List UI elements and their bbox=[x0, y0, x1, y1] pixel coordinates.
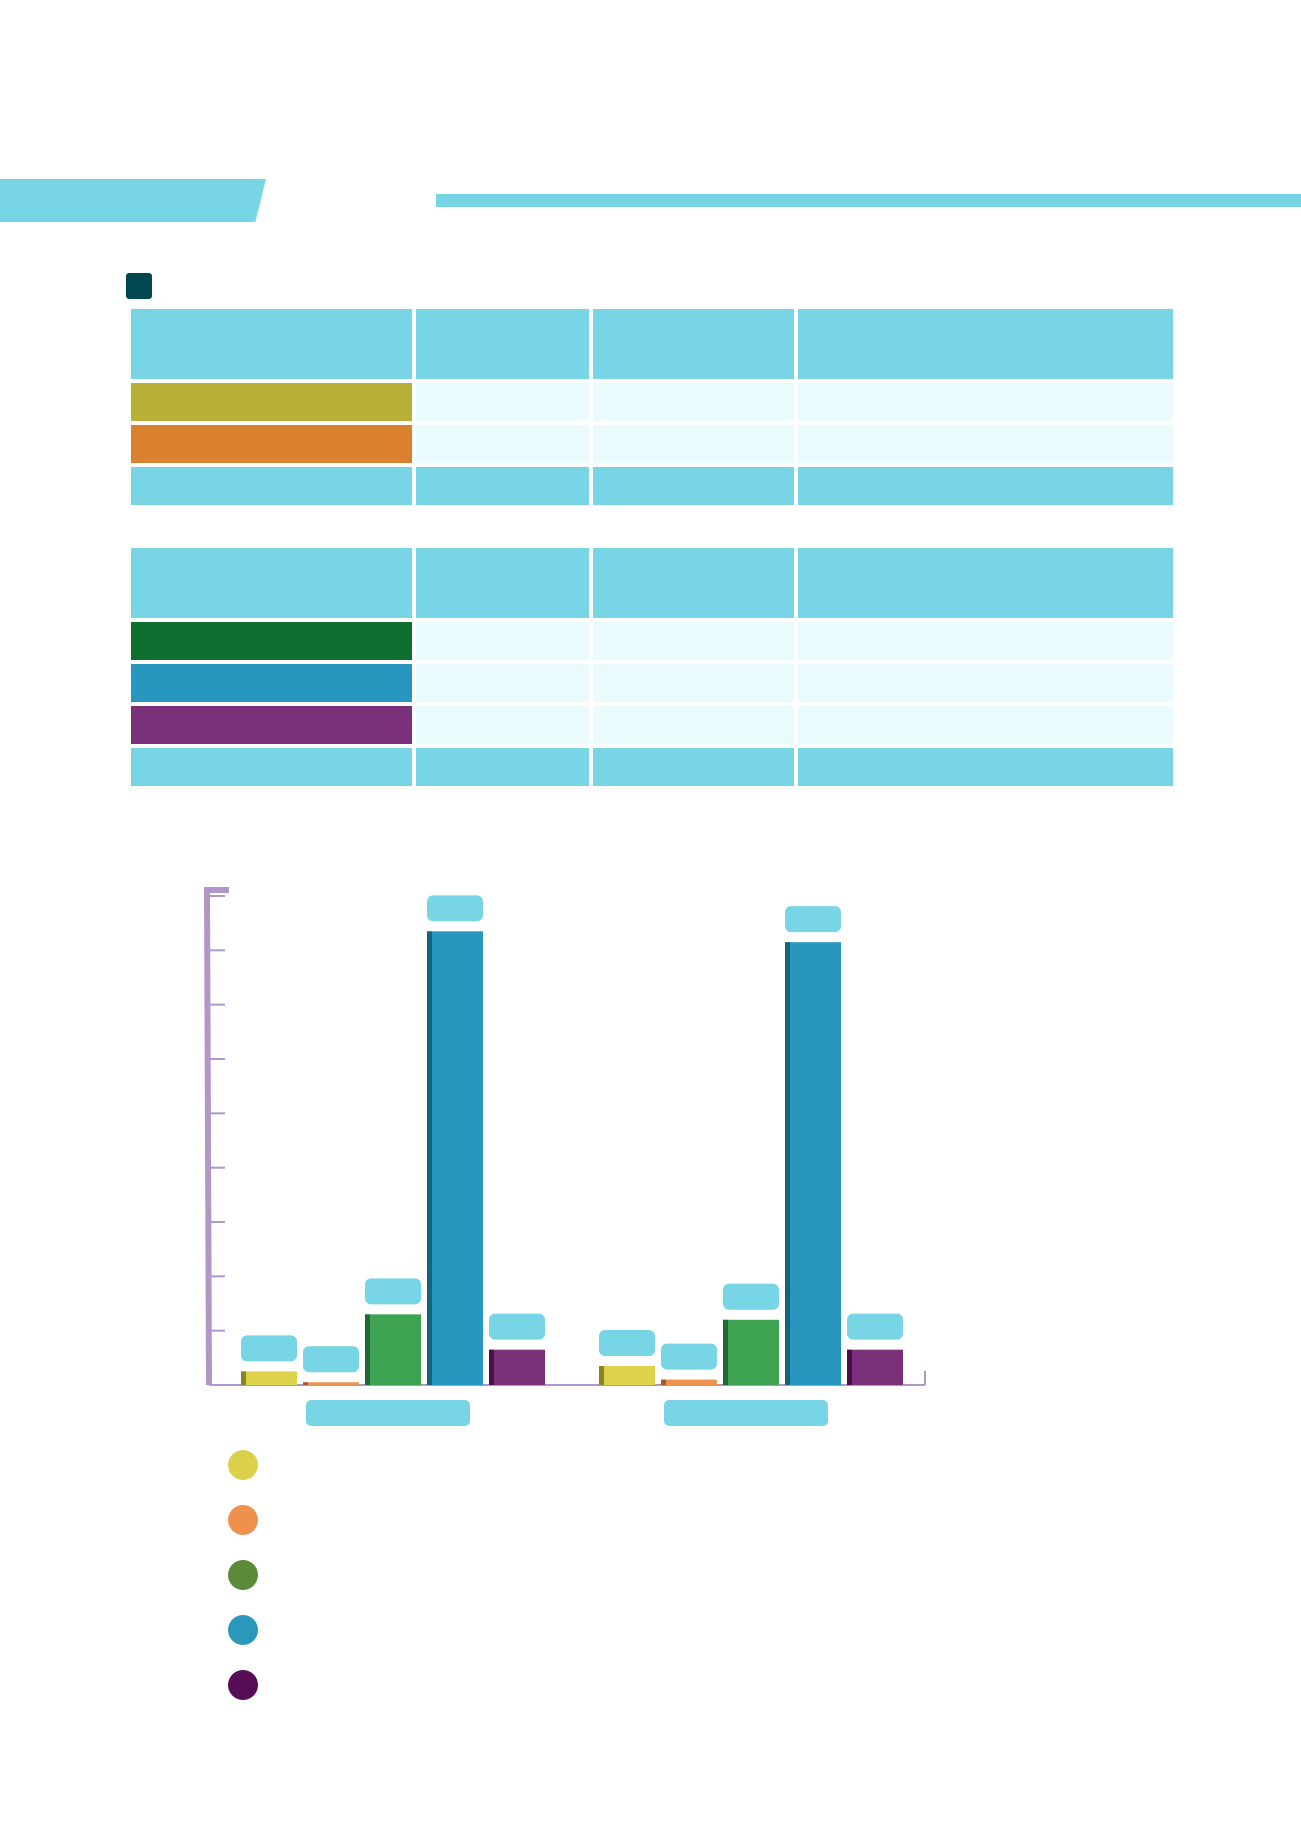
bar-shadow bbox=[723, 1319, 728, 1385]
y-axis bbox=[203, 887, 229, 1386]
data-label-badge bbox=[365, 1278, 421, 1305]
summary-table-1 bbox=[127, 305, 1177, 509]
bar-shadow bbox=[241, 1371, 246, 1385]
total-cell bbox=[416, 467, 589, 505]
table-cell bbox=[593, 383, 794, 421]
table-cell bbox=[798, 706, 1173, 744]
table-total-row bbox=[131, 467, 1173, 505]
data-label-badge bbox=[661, 1343, 717, 1370]
table-cell bbox=[416, 706, 589, 744]
table-header-cell bbox=[798, 309, 1173, 379]
table-cell bbox=[593, 622, 794, 660]
bar-shadow bbox=[303, 1382, 308, 1385]
table-header-cell bbox=[593, 548, 794, 618]
bar-shadow bbox=[489, 1349, 494, 1385]
total-cell bbox=[131, 748, 412, 786]
summary-table-2 bbox=[127, 544, 1177, 790]
section-header-rule bbox=[436, 194, 1301, 207]
table-cell bbox=[798, 425, 1173, 463]
legend-swatch bbox=[228, 1670, 258, 1700]
table-cell bbox=[416, 622, 589, 660]
table-cell bbox=[593, 664, 794, 702]
row-label-cell bbox=[131, 706, 412, 744]
section-marker-icon bbox=[126, 273, 152, 299]
bar bbox=[785, 942, 841, 1385]
category-label-badge bbox=[306, 1400, 470, 1426]
total-cell bbox=[416, 748, 589, 786]
table-header-cell bbox=[798, 548, 1173, 618]
bar bbox=[427, 931, 483, 1385]
bar-shadow bbox=[599, 1365, 604, 1385]
table-cell bbox=[593, 425, 794, 463]
legend-swatch bbox=[228, 1450, 258, 1480]
bar-shadow bbox=[661, 1379, 666, 1385]
table-cell bbox=[798, 664, 1173, 702]
bar bbox=[241, 1371, 297, 1385]
data-label-badge bbox=[489, 1313, 545, 1340]
section-header-tab bbox=[0, 179, 266, 222]
bar-shadow bbox=[427, 931, 432, 1385]
bar bbox=[303, 1382, 359, 1385]
legend-swatch bbox=[228, 1505, 258, 1535]
total-cell bbox=[593, 748, 794, 786]
table-header-cell bbox=[416, 548, 589, 618]
data-label-badge bbox=[427, 895, 483, 922]
table-header-cell bbox=[416, 309, 589, 379]
table-cell bbox=[593, 706, 794, 744]
data-label-badge bbox=[723, 1283, 779, 1310]
row-label-cell bbox=[131, 425, 412, 463]
legend-swatch bbox=[228, 1560, 258, 1590]
table-row bbox=[131, 622, 1173, 660]
data-label-badge bbox=[599, 1329, 655, 1356]
table-header-row bbox=[131, 309, 1173, 379]
table-header-cell bbox=[593, 309, 794, 379]
table-header-cell bbox=[131, 548, 412, 618]
category-label-badge bbox=[664, 1400, 828, 1426]
table-header-row bbox=[131, 548, 1173, 618]
data-label-badge bbox=[847, 1313, 903, 1340]
total-cell bbox=[798, 748, 1173, 786]
table-row bbox=[131, 383, 1173, 421]
table-header-cell bbox=[131, 309, 412, 379]
total-cell bbox=[798, 467, 1173, 505]
row-label-cell bbox=[131, 664, 412, 702]
table-row bbox=[131, 664, 1173, 702]
bar-shadow bbox=[847, 1349, 852, 1385]
legend-swatch bbox=[228, 1615, 258, 1645]
table-cell bbox=[798, 622, 1173, 660]
bar-shadow bbox=[785, 942, 790, 1385]
table-row bbox=[131, 425, 1173, 463]
bar bbox=[365, 1314, 421, 1385]
total-cell bbox=[131, 467, 412, 505]
bar bbox=[661, 1379, 717, 1385]
data-label-badge bbox=[785, 906, 841, 933]
bar bbox=[599, 1365, 655, 1385]
row-label-cell bbox=[131, 622, 412, 660]
bar bbox=[723, 1319, 779, 1385]
data-label-badge bbox=[241, 1335, 297, 1362]
table-total-row bbox=[131, 748, 1173, 786]
table-cell bbox=[416, 664, 589, 702]
row-label-cell bbox=[131, 383, 412, 421]
table-cell bbox=[798, 383, 1173, 421]
bar bbox=[847, 1349, 903, 1385]
bar bbox=[489, 1349, 545, 1385]
table-cell bbox=[416, 425, 589, 463]
data-label-badge bbox=[303, 1346, 359, 1373]
total-cell bbox=[593, 467, 794, 505]
table-row bbox=[131, 706, 1173, 744]
bar-shadow bbox=[365, 1314, 370, 1385]
table-cell bbox=[416, 383, 589, 421]
